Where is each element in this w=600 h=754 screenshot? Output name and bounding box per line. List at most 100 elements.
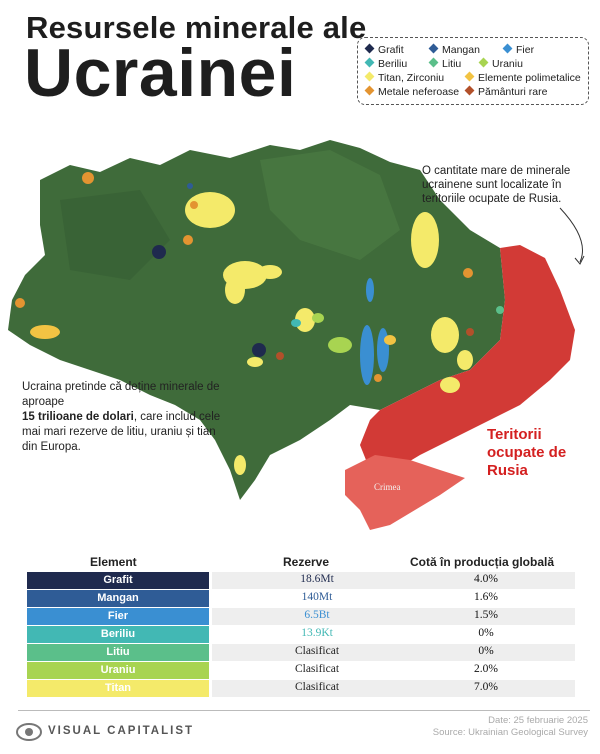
- note-text-pre: Ucraina pretinde că deține minerale de a…: [22, 381, 220, 408]
- uranium-deposit: [312, 313, 324, 323]
- ukraine-map: [8, 140, 585, 530]
- table-row: Beriliu 13.9Kt 0%: [27, 626, 575, 643]
- legend-label: Mangan: [442, 44, 480, 56]
- table-row: Uraniu Clasificat 2.0%: [27, 662, 575, 679]
- diamond-icon: [478, 57, 489, 68]
- diamond-icon: [464, 85, 475, 96]
- logo-icon: [16, 723, 42, 741]
- uranium-deposit: [328, 337, 352, 353]
- share-cell: 0%: [478, 627, 494, 639]
- element-cell: Grafit: [27, 572, 209, 589]
- row-background: [212, 572, 575, 589]
- row-background: [212, 644, 575, 661]
- lithium-deposit: [496, 306, 504, 314]
- titan-deposit: [411, 212, 439, 268]
- footer-source: Source: Ukrainian Geological Survey: [432, 727, 588, 738]
- nonferrous-deposit: [374, 374, 382, 382]
- crimea-label: Crimea: [374, 482, 401, 492]
- legend-item-titan: Titan, Zirconiu: [364, 71, 445, 84]
- titan-deposit: [258, 265, 282, 279]
- legend-item-mangan: Mangan: [428, 43, 480, 56]
- footer-date: Date: 25 februarie 2025: [488, 715, 588, 726]
- nonferrous-deposit: [15, 298, 25, 308]
- beryllium-deposit: [291, 319, 301, 327]
- table-row: Titan Clasificat 7.0%: [27, 680, 575, 697]
- reserve-cell: Clasificat: [294, 681, 340, 693]
- legend-item-grafit: Grafit: [364, 43, 404, 56]
- legend-label: Pământuri rare: [478, 86, 548, 98]
- legend-label: Beriliu: [378, 58, 408, 70]
- legend-item-beriliu: Beriliu: [364, 57, 408, 70]
- crimea-territory: [345, 455, 465, 530]
- rare-earth-deposit: [466, 328, 474, 336]
- legend-item-fier: Fier: [502, 43, 535, 56]
- diamond-icon: [364, 85, 375, 96]
- manganese-deposit: [187, 183, 193, 189]
- diamond-icon: [428, 43, 439, 54]
- nonferrous-deposit: [183, 235, 193, 245]
- legend-label: Litiu: [442, 58, 462, 70]
- reserve-cell: 18.6Mt: [300, 573, 334, 585]
- diamond-icon: [428, 57, 439, 68]
- page-title: Ucrainei: [24, 35, 297, 111]
- table-row: Fier 6.5Bt 1.5%: [27, 608, 575, 625]
- annotation-arrow: [559, 207, 583, 263]
- map-shading: [60, 190, 170, 280]
- map-shading: [260, 150, 400, 260]
- row-background: [212, 626, 575, 643]
- reserve-cell: 6.5Bt: [304, 609, 330, 621]
- footer-meta: Date: 25 februarie 2025 Source: Ukrainia…: [433, 715, 588, 739]
- reserves-note: Ucraina pretinde că deține minerale de a…: [22, 380, 222, 455]
- table-row: Mangan 140Mt 1.6%: [27, 590, 575, 607]
- table-header-share: Cotă în producția globală: [410, 555, 555, 569]
- iron-deposit: [360, 325, 374, 385]
- reserve-cell: 13.9Kt: [301, 627, 333, 639]
- note-text-bold: 15 trilioane de dolari: [22, 411, 134, 423]
- row-background: [212, 662, 575, 679]
- diamond-icon: [464, 71, 475, 82]
- legend-label: Fier: [516, 44, 535, 56]
- polymetal-deposit: [30, 325, 60, 339]
- polymetal-deposit: [384, 335, 396, 345]
- nonferrous-deposit: [82, 172, 94, 184]
- occupied-label: Teritorii ocupate de Rusia: [487, 426, 587, 480]
- element-cell: Beriliu: [27, 626, 209, 643]
- title-line-1: Resursele minerale ale: [26, 10, 367, 45]
- legend-label: Grafit: [378, 44, 404, 56]
- titan-deposit: [234, 455, 246, 475]
- titan-deposit: [457, 350, 473, 370]
- brand-name: VISUAL CAPITALIST: [48, 725, 195, 737]
- share-cell: 7.0%: [474, 681, 498, 693]
- titan-deposit: [431, 317, 459, 353]
- diamond-icon: [364, 71, 375, 82]
- occupied-territory: [360, 245, 575, 470]
- reserve-cell: Clasificat: [294, 645, 340, 657]
- share-cell: 2.0%: [474, 663, 498, 675]
- footer-divider: [18, 710, 590, 711]
- element-cell: Titan: [27, 680, 209, 697]
- graphite-deposit: [252, 343, 266, 357]
- table-row: Litiu Clasificat 0%: [27, 644, 575, 661]
- rare-earth-deposit: [276, 352, 284, 360]
- row-background: [212, 590, 575, 607]
- element-cell: Mangan: [27, 590, 209, 607]
- element-cell: Fier: [27, 608, 209, 625]
- row-background: [212, 608, 575, 625]
- legend-item-uraniu: Uraniu: [478, 57, 523, 70]
- element-cell: Litiu: [27, 644, 209, 661]
- titan-deposit: [440, 377, 460, 393]
- legend-label: Elemente polimetalice: [478, 72, 581, 84]
- titan-deposit: [295, 308, 315, 332]
- reserve-cell: Clasificat: [294, 663, 340, 675]
- nonferrous-deposit: [190, 201, 198, 209]
- share-cell: 1.5%: [474, 609, 498, 621]
- titan-deposit: [225, 276, 245, 304]
- legend-item-pamanturi: Pământuri rare: [464, 85, 548, 98]
- diamond-icon: [364, 43, 375, 54]
- table-header-reserves: Rezerve: [283, 555, 330, 569]
- legend-label: Titan, Zirconiu: [378, 72, 445, 84]
- diamond-icon: [364, 57, 375, 68]
- legend-label: Metale neferoase: [378, 86, 460, 98]
- reserve-cell: 140Mt: [301, 591, 333, 603]
- diamond-icon: [502, 43, 513, 54]
